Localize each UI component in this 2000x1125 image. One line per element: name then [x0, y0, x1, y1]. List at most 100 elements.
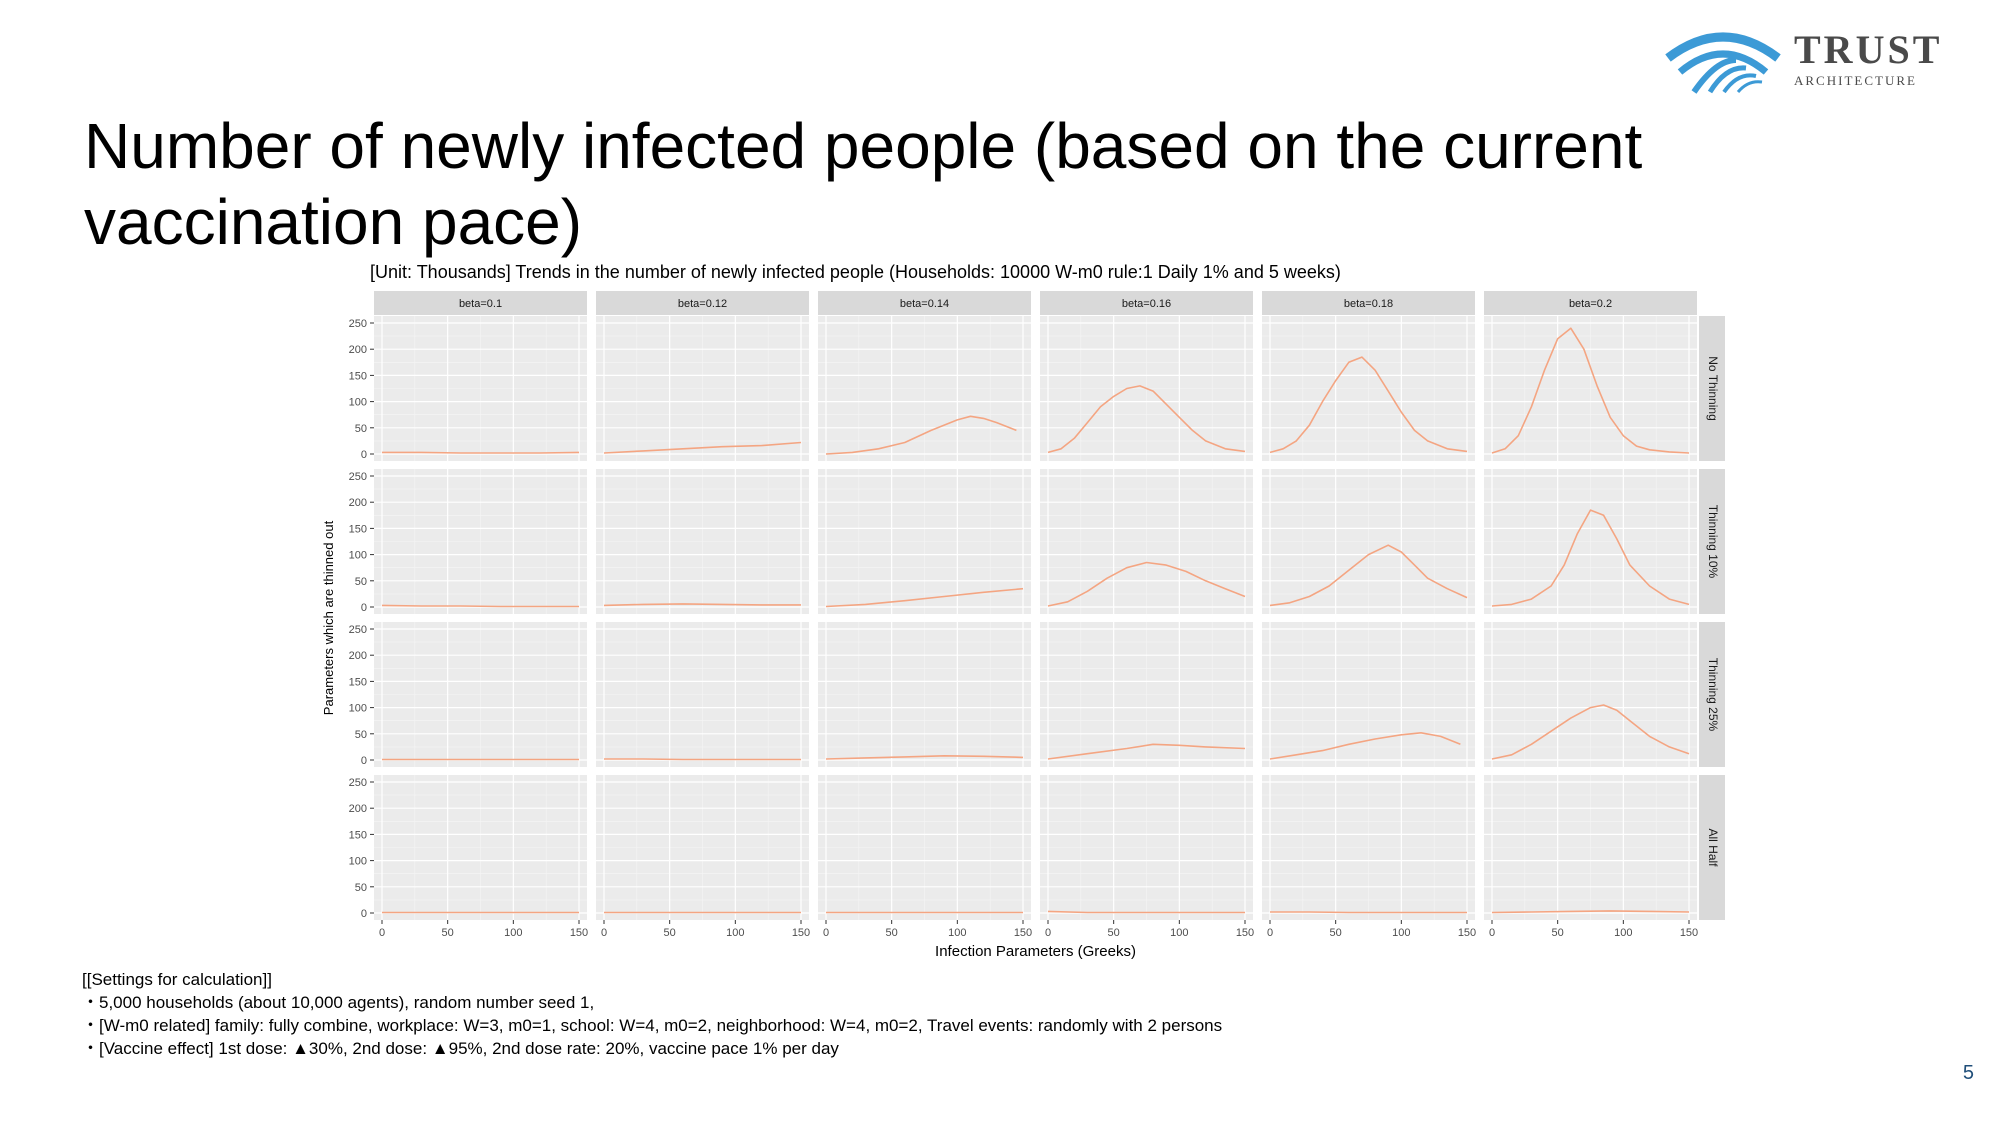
y-tick-label: 200 — [349, 803, 367, 815]
column-strip-label: beta=0.14 — [900, 298, 949, 310]
series-line — [604, 758, 801, 761]
x-tick-label: 150 — [1680, 927, 1698, 939]
y-tick-label: 100 — [349, 550, 367, 562]
x-tick-label: 100 — [726, 927, 744, 939]
series-line — [1270, 911, 1467, 914]
series-line — [1047, 743, 1246, 760]
series-line — [1047, 561, 1246, 607]
x-tick-label: 50 — [664, 927, 676, 939]
settings-line: ・[W-m0 related] family: fully combine, w… — [82, 1016, 1223, 1035]
series-line — [825, 415, 1017, 455]
x-tick-label: 100 — [1392, 927, 1410, 939]
y-tick-label: 250 — [349, 777, 367, 789]
settings-heading: [[Settings for calculation]] — [82, 970, 272, 989]
x-axis-title: Infection Parameters (Greeks) — [935, 943, 1136, 960]
x-tick-label: 100 — [1614, 927, 1632, 939]
y-tick-label: 100 — [349, 397, 367, 409]
column-strip-label: beta=0.16 — [1122, 298, 1171, 310]
series-line — [603, 603, 801, 607]
column-strip-label: beta=0.12 — [678, 298, 727, 310]
x-tick-label: 0 — [1489, 927, 1495, 939]
y-tick-label: 200 — [349, 344, 367, 356]
column-strip — [1484, 291, 1697, 315]
x-tick-label: 100 — [504, 927, 522, 939]
y-tick-label: 200 — [349, 650, 367, 662]
logo-wordmark: TRUST — [1794, 27, 1943, 72]
column-strip-label: beta=0.18 — [1344, 298, 1393, 310]
column-strip-label: beta=0.2 — [1569, 298, 1612, 310]
row-strip — [1699, 469, 1725, 614]
x-tick-label: 0 — [601, 927, 607, 939]
series-line — [1491, 910, 1690, 914]
x-tick-label: 150 — [1236, 927, 1254, 939]
y-tick-label: 0 — [361, 755, 367, 767]
y-tick-label: 200 — [349, 497, 367, 509]
page-title: Number of newly infected people (based o… — [84, 110, 1643, 258]
series-line — [603, 441, 802, 454]
y-axis-title: Parameters which are thinned out — [321, 520, 336, 715]
y-tick-label: 250 — [349, 318, 367, 330]
x-tick-label: 100 — [948, 927, 966, 939]
y-tick-label: 0 — [361, 449, 367, 461]
y-tick-label: 50 — [355, 576, 367, 588]
series-line — [1269, 356, 1468, 454]
series-line — [1047, 385, 1246, 454]
series-line — [825, 754, 1024, 760]
row-strip — [1699, 622, 1725, 767]
settings-notes: [[Settings for calculation]] ・5,000 hous… — [82, 968, 1222, 1060]
x-tick-label: 150 — [792, 927, 810, 939]
column-strip — [374, 291, 587, 315]
column-strip — [818, 291, 1031, 315]
y-tick-label: 50 — [355, 423, 367, 435]
x-tick-label: 0 — [379, 927, 385, 939]
logo-arc-icon — [1665, 32, 1781, 94]
x-tick-label: 100 — [1170, 927, 1188, 939]
x-tick-label: 150 — [1458, 927, 1476, 939]
y-tick-label: 150 — [349, 370, 367, 382]
y-tick-label: 250 — [349, 471, 367, 483]
logo-subtitle: ARCHITECTURE — [1794, 73, 1917, 88]
series-line — [382, 451, 580, 454]
trust-architecture-logo: TRUST ARCHITECTURE — [1664, 24, 1974, 96]
x-tick-label: 0 — [1267, 927, 1273, 939]
y-tick-label: 100 — [349, 703, 367, 715]
settings-line: ・[Vaccine effect] 1st dose: ▲30%, 2nd do… — [82, 1039, 839, 1058]
settings-line: ・5,000 households (about 10,000 agents),… — [82, 993, 595, 1012]
row-strip-label: Thinning 25% — [1706, 658, 1720, 732]
y-tick-label: 100 — [349, 856, 367, 868]
y-tick-label: 50 — [355, 729, 367, 741]
y-tick-label: 150 — [349, 523, 367, 535]
series-line — [381, 604, 579, 608]
x-tick-label: 50 — [1108, 927, 1120, 939]
row-strip — [1699, 316, 1725, 461]
series-line — [1491, 327, 1690, 454]
column-strip — [596, 291, 809, 315]
x-tick-label: 0 — [823, 927, 829, 939]
row-strip-label: No Thinning — [1706, 356, 1720, 421]
y-tick-label: 0 — [361, 602, 367, 614]
page-number: 5 — [1962, 1062, 1974, 1084]
x-tick-label: 50 — [442, 927, 454, 939]
x-tick-label: 150 — [570, 927, 588, 939]
series-line — [1491, 509, 1690, 607]
y-tick-label: 50 — [355, 882, 367, 894]
x-tick-label: 50 — [886, 927, 898, 939]
column-strip — [1262, 291, 1475, 315]
y-tick-label: 150 — [349, 676, 367, 688]
column-strip — [1040, 291, 1253, 315]
x-tick-label: 150 — [1014, 927, 1032, 939]
chart-title: [Unit: Thousands] Trends in the number o… — [370, 262, 1341, 282]
series-line — [825, 587, 1024, 608]
series-line — [1491, 704, 1690, 760]
series-line — [1269, 544, 1468, 607]
series-line — [1269, 731, 1461, 760]
series-line — [1047, 910, 1245, 914]
column-strip-label: beta=0.1 — [459, 298, 502, 310]
row-strip-label: Thinning 10% — [1706, 505, 1720, 579]
x-tick-label: 50 — [1552, 927, 1564, 939]
row-strip — [1699, 775, 1725, 920]
y-tick-label: 250 — [349, 624, 367, 636]
x-tick-label: 50 — [1330, 927, 1342, 939]
y-tick-label: 150 — [349, 829, 367, 841]
